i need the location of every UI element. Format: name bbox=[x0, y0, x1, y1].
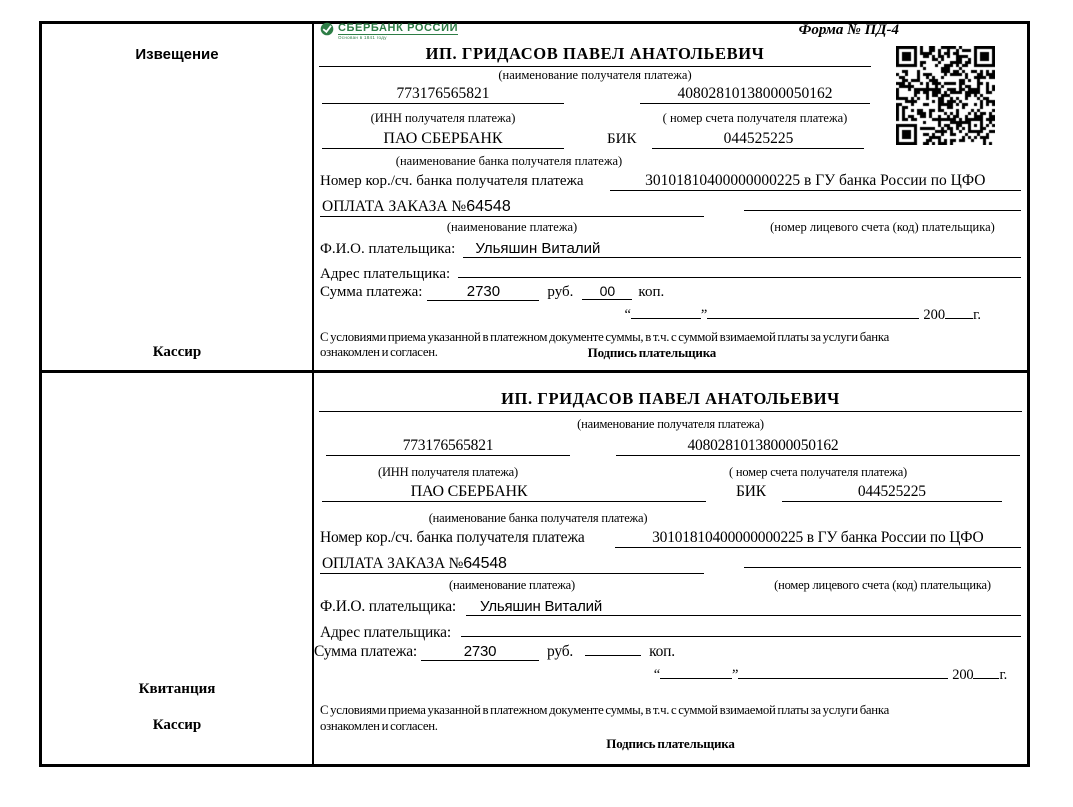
amount-rub-field: 2730 bbox=[421, 643, 540, 661]
kop-label: коп. bbox=[638, 284, 665, 300]
signature-label: Подпись плательщика bbox=[587, 345, 717, 360]
year-suffix: г. bbox=[999, 667, 1007, 683]
amount-rub-field: 2730 bbox=[427, 283, 540, 301]
signature-label: Подпись плательщика bbox=[606, 736, 735, 751]
day-field bbox=[630, 305, 701, 319]
receipt-section: Квитанция Кассир ИП. ГРИДАСОВ ПАВЕЛ АНАТ… bbox=[42, 370, 1027, 767]
fio-label: Ф.И.О. плательщика: bbox=[320, 598, 457, 615]
order-number: 64548 bbox=[466, 198, 511, 215]
amount-kop-field bbox=[585, 655, 642, 656]
date-line: “ ” 200 г. bbox=[320, 665, 1021, 684]
fio-field: Ульяшин Виталий bbox=[466, 598, 1021, 616]
close-quote: ” bbox=[700, 307, 708, 323]
day-field bbox=[660, 665, 733, 679]
payee-account-field: 40802810138000050162 bbox=[640, 85, 870, 104]
payee-name: ИП. ГРИДАСОВ ПАВЕЛ АНАТОЛЬЕВИЧ bbox=[319, 44, 871, 67]
cashier-label: Кассир bbox=[152, 717, 202, 733]
notice-stub: Извещение Кассир bbox=[42, 24, 314, 370]
notice-section: Извещение Кассир СБЕРБАНК РОССИИ Основан… bbox=[42, 22, 1027, 370]
month-field bbox=[707, 305, 920, 319]
bik-label: БИК bbox=[607, 131, 637, 147]
agreement-line1: С условиями приема указанной в платежном… bbox=[320, 330, 889, 344]
sberbank-tagline: Основан в 1841 году bbox=[338, 35, 387, 41]
cashier-label: Кассир bbox=[152, 344, 202, 360]
sum-label: Сумма платежа: bbox=[320, 284, 423, 300]
century-label: 200 bbox=[923, 307, 946, 323]
open-quote: “ bbox=[653, 667, 661, 683]
century-label: 200 bbox=[952, 667, 974, 683]
pd4-payment-form: Извещение Кассир СБЕРБАНК РОССИИ Основан… bbox=[39, 21, 1030, 767]
inn-caption: (ИНН получателя платежа) bbox=[370, 111, 516, 125]
sberbank-logo-icon bbox=[320, 22, 334, 36]
account-caption: ( номер счета получателя платежа) bbox=[728, 465, 908, 479]
rub-label: руб. bbox=[547, 284, 574, 300]
agreement-line2: ознакомлен и согласен. bbox=[320, 719, 438, 733]
address-field bbox=[460, 622, 1021, 637]
address-label: Адрес плательщика: bbox=[320, 624, 451, 641]
amount-kop-field: 00 bbox=[582, 283, 633, 300]
order-number: 64548 bbox=[463, 555, 507, 572]
sberbank-logo: СБЕРБАНК РОССИИ Основан в 1841 году bbox=[320, 22, 459, 41]
bik-label: БИК bbox=[736, 483, 766, 500]
payee-inn-field: 773176565821 bbox=[326, 437, 570, 456]
personal-account-field bbox=[744, 553, 1021, 568]
bank-caption: (наименование банка получателя платежа) bbox=[428, 511, 648, 525]
close-quote: ” bbox=[732, 667, 739, 683]
month-field bbox=[738, 665, 949, 679]
payee-account-field: 40802810138000050162 bbox=[616, 437, 1020, 456]
corr-account-field: 30101810400000000225 в ГУ банка России п… bbox=[609, 172, 1021, 191]
corr-account-label: Номер кор./сч. банка получателя платежа bbox=[320, 529, 585, 546]
account-caption: ( номер счета получателя платежа) bbox=[662, 111, 848, 125]
address-field bbox=[458, 263, 1021, 278]
receipt-stub: Квитанция Кассир bbox=[42, 373, 314, 767]
year-field bbox=[945, 305, 974, 319]
year-suffix: г. bbox=[973, 307, 981, 323]
payment-purpose-field: ОПЛАТА ЗАКАЗА №64548 bbox=[320, 198, 704, 217]
purpose-caption: (наименование платежа) bbox=[446, 220, 578, 234]
personal-account-caption: (номер лицевого счета (код) плательщика) bbox=[774, 578, 991, 592]
agreement-line1: С условиями приема указанной в платежном… bbox=[320, 703, 889, 717]
address-label: Адрес плательщика: bbox=[320, 266, 451, 282]
payee-bank-field: ПАО СБЕРБАНК bbox=[322, 483, 706, 502]
kop-label: коп. bbox=[649, 643, 675, 660]
payee-name-caption: (наименование получателя платежа) bbox=[498, 68, 692, 82]
payee-name-caption: (наименование получателя платежа) bbox=[577, 417, 764, 431]
agreement-line2: ознакомлен и согласен. bbox=[320, 345, 438, 359]
qr-code bbox=[896, 46, 995, 145]
notice-label: Извещение bbox=[135, 46, 219, 63]
sberbank-brand-text: СБЕРБАНК РОССИИ bbox=[338, 22, 459, 36]
purpose-caption: (наименование платежа) bbox=[449, 578, 575, 592]
payment-purpose-field: ОПЛАТА ЗАКАЗА №64548 bbox=[320, 555, 704, 574]
personal-account-field bbox=[744, 196, 1021, 211]
bik-field: 044525225 bbox=[781, 483, 1002, 502]
agreement-line2-row: ознакомлен и согласен. Подпись плательщи… bbox=[320, 345, 1021, 361]
bik-field: 044525225 bbox=[652, 130, 865, 149]
sum-label: Сумма платежа: bbox=[314, 643, 418, 660]
payee-name: ИП. ГРИДАСОВ ПАВЕЛ АНАТОЛЬЕВИЧ bbox=[319, 389, 1022, 412]
personal-account-caption: (номер лицевого счета (код) плательщика) bbox=[770, 220, 995, 234]
receipt-main: ИП. ГРИДАСОВ ПАВЕЛ АНАТОЛЬЕВИЧ (наименов… bbox=[314, 373, 1027, 767]
notice-main: СБЕРБАНК РОССИИ Основан в 1841 году Форм… bbox=[314, 22, 1027, 370]
bank-caption: (наименование банка получателя платежа) bbox=[395, 154, 623, 168]
corr-account-label: Номер кор./сч. банка получателя платежа bbox=[320, 173, 584, 189]
rub-label: руб. bbox=[547, 643, 574, 660]
payee-bank-field: ПАО СБЕРБАНК bbox=[322, 130, 564, 149]
fio-label: Ф.И.О. плательщика: bbox=[320, 241, 456, 257]
inn-caption: (ИНН получателя платежа) bbox=[378, 465, 518, 479]
receipt-label: Квитанция bbox=[138, 681, 216, 697]
corr-account-field: 30101810400000000225 в ГУ банка России п… bbox=[614, 529, 1021, 548]
fio-field: Ульяшин Виталий bbox=[463, 240, 1021, 258]
payee-inn-field: 773176565821 bbox=[322, 85, 564, 104]
form-number-label: Форма № ПД-4 bbox=[798, 22, 899, 38]
year-field bbox=[973, 665, 1000, 679]
date-line: “ ” 200 г. bbox=[320, 305, 1021, 324]
open-quote: “ bbox=[624, 307, 631, 323]
